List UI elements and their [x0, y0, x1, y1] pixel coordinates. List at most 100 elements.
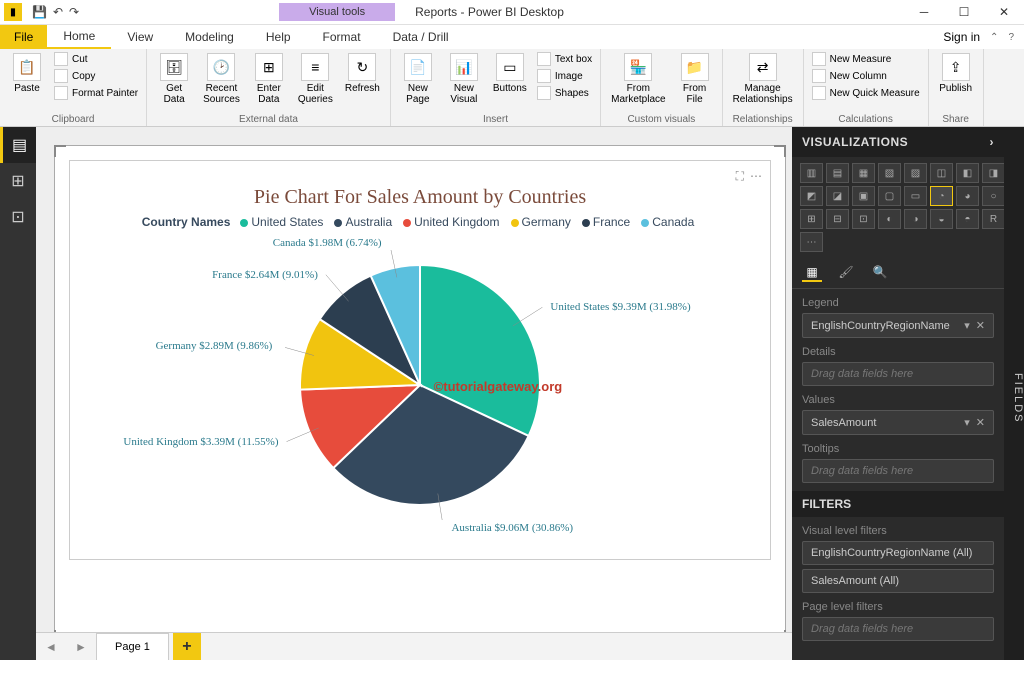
data-view-icon[interactable]: ⊞ [0, 163, 36, 199]
recent-sources-button[interactable]: 🕑Recent Sources [199, 51, 244, 107]
paste-button[interactable]: 📋Paste [6, 51, 48, 101]
enter-data-button[interactable]: ⊞Enter Data [248, 51, 290, 107]
copy-button[interactable]: Copy [52, 68, 140, 84]
modeling-tab[interactable]: Modeling [169, 25, 250, 49]
viz-type-icon[interactable]: ⋯ [800, 232, 823, 252]
viz-type-icon[interactable]: ◒ [930, 209, 953, 229]
viz-type-icon[interactable]: ◩ [800, 186, 823, 206]
file-tab[interactable]: File [0, 25, 47, 49]
visual-filter-2[interactable]: SalesAmount (All) [802, 569, 994, 593]
viz-type-icon[interactable]: ▢ [878, 186, 901, 206]
field-menu-icon[interactable]: ▾ [964, 416, 970, 429]
buttons-button[interactable]: ▭Buttons [489, 51, 531, 107]
legend-field-well[interactable]: EnglishCountryRegionName▾✕ [802, 313, 994, 338]
viz-type-icon[interactable]: ◪ [826, 186, 849, 206]
viz-type-icon[interactable]: ◨ [982, 163, 1004, 183]
left-rail: ▤ ⊞ ⊡ [0, 127, 36, 660]
visual-filter-1[interactable]: EnglishCountryRegionName (All) [802, 541, 994, 565]
app-logo-icon: ▮ [4, 3, 22, 21]
slice-label: United States $9.39M (31.98%) [550, 301, 690, 313]
viz-type-icon[interactable]: ▥ [800, 163, 823, 183]
undo-icon[interactable]: ↶ [53, 5, 63, 19]
field-remove-icon[interactable]: ✕ [976, 416, 985, 429]
viz-type-icon[interactable]: ⊞ [800, 209, 823, 229]
viz-type-icon[interactable]: ◐ [878, 209, 901, 229]
analytics-tab-icon[interactable]: 🔍 [870, 264, 890, 282]
fields-panel-collapsed[interactable]: FIELDS [1004, 127, 1024, 660]
slice-label: Canada $1.98M (6.74%) [273, 237, 382, 249]
cut-button[interactable]: Cut [52, 51, 140, 67]
format-painter-button[interactable]: Format Painter [52, 85, 140, 101]
more-options-icon[interactable]: ⋯ [750, 169, 762, 184]
maximize-button[interactable]: ☐ [944, 0, 984, 25]
new-page-button[interactable]: 📄New Page [397, 51, 439, 107]
slice-label: Germany $2.89M (9.86%) [156, 340, 273, 352]
page-next-icon[interactable]: ► [66, 633, 96, 660]
viz-type-icon[interactable]: ◔ [930, 186, 953, 206]
slice-label: United Kingdom $3.39M (11.55%) [123, 436, 278, 448]
new-measure-button[interactable]: New Measure [810, 51, 922, 67]
page-tabs: ◄ ► Page 1 + [36, 632, 792, 660]
publish-button[interactable]: ⇪Publish [935, 51, 977, 96]
page-prev-icon[interactable]: ◄ [36, 633, 66, 660]
viz-type-icon[interactable]: ▦ [852, 163, 875, 183]
new-visual-button[interactable]: 📊New Visual [443, 51, 485, 107]
viz-type-icon[interactable]: ◑ [904, 209, 927, 229]
viz-type-icon[interactable]: ▤ [826, 163, 849, 183]
from-marketplace-button[interactable]: 🏪From Marketplace [607, 51, 669, 107]
close-button[interactable]: ✕ [984, 0, 1024, 25]
edit-queries-button[interactable]: ≡Edit Queries [294, 51, 337, 107]
report-canvas[interactable]: ⛶ ⋯ Pie Chart For Sales Amount by Countr… [54, 145, 786, 642]
chart-legend: Country NamesUnited States Australia Uni… [78, 215, 762, 230]
view-tab[interactable]: View [111, 25, 169, 49]
tooltips-field-well[interactable]: Drag data fields here [802, 459, 994, 483]
fields-tab-icon[interactable]: ▦ [802, 264, 822, 282]
page-tab-1[interactable]: Page 1 [96, 633, 169, 660]
viz-type-icon[interactable]: ◫ [930, 163, 953, 183]
viz-type-icon[interactable]: ▣ [852, 186, 875, 206]
details-field-well[interactable]: Drag data fields here [802, 362, 994, 386]
viz-type-icon[interactable]: R [982, 209, 1004, 229]
canvas-area[interactable]: ⛶ ⋯ Pie Chart For Sales Amount by Countr… [36, 127, 792, 660]
new-quick-measure-button[interactable]: New Quick Measure [810, 85, 922, 101]
manage-relationships-button[interactable]: ⇄Manage Relationships [729, 51, 797, 107]
redo-icon[interactable]: ↷ [69, 5, 79, 19]
shapes-button[interactable]: Shapes [535, 85, 594, 101]
home-tab[interactable]: Home [47, 25, 111, 49]
help-tab[interactable]: Help [250, 25, 307, 49]
minimize-button[interactable]: ─ [904, 0, 944, 25]
report-view-icon[interactable]: ▤ [0, 127, 36, 163]
field-remove-icon[interactable]: ✕ [976, 319, 985, 332]
add-page-button[interactable]: + [173, 633, 201, 660]
datadrill-tab[interactable]: Data / Drill [377, 25, 465, 49]
viz-type-icon[interactable]: ▭ [904, 186, 927, 206]
signin-link[interactable]: Sign in [943, 30, 980, 44]
viz-type-icon[interactable]: ▧ [878, 163, 901, 183]
save-icon[interactable]: 💾 [32, 5, 47, 19]
values-field-well[interactable]: SalesAmount▾✕ [802, 410, 994, 435]
visualization-picker: ▥▤▦▧▨◫◧◨ ◩◪▣▢▭◔◕○ ⊞⊟⊡◐◑◒◓R ⋯ [792, 157, 1004, 258]
pie-chart-visual[interactable]: ⛶ ⋯ Pie Chart For Sales Amount by Countr… [69, 160, 771, 560]
textbox-button[interactable]: Text box [535, 51, 594, 67]
refresh-button[interactable]: ↻Refresh [341, 51, 384, 107]
field-menu-icon[interactable]: ▾ [964, 319, 970, 332]
collapse-ribbon-icon[interactable]: ? [1008, 32, 1014, 43]
viz-type-icon[interactable]: ◓ [956, 209, 979, 229]
viz-type-icon[interactable]: ◕ [956, 186, 979, 206]
from-file-button[interactable]: 📁From File [674, 51, 716, 107]
new-column-button[interactable]: New Column [810, 68, 922, 84]
focus-mode-icon[interactable]: ⛶ [736, 169, 744, 184]
page-filter-well[interactable]: Drag data fields here [802, 617, 994, 641]
format-tab-icon[interactable]: 🖌 [836, 264, 856, 282]
model-view-icon[interactable]: ⊡ [0, 199, 36, 235]
format-tab[interactable]: Format [307, 25, 377, 49]
get-data-button[interactable]: 🗄Get Data [153, 51, 195, 107]
viz-type-icon[interactable]: ○ [982, 186, 1004, 206]
help-caret-icon[interactable]: ⌃ [990, 32, 998, 43]
viz-type-icon[interactable]: ⊡ [852, 209, 875, 229]
viz-type-icon[interactable]: ◧ [956, 163, 979, 183]
image-button[interactable]: Image [535, 68, 594, 84]
viz-type-icon[interactable]: ▨ [904, 163, 927, 183]
collapse-panel-icon[interactable]: › [990, 135, 995, 149]
viz-type-icon[interactable]: ⊟ [826, 209, 849, 229]
